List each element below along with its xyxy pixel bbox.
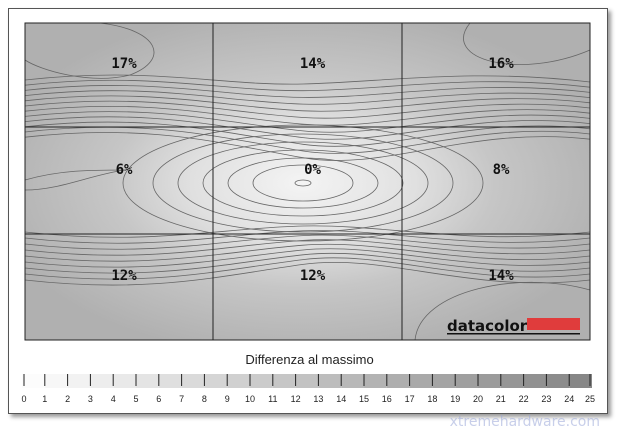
scale-tick-label: 8 [202,394,207,404]
scale-tick-label: 25 [585,394,595,404]
cell-value-label: 12% [111,268,137,284]
scale-tick-label: 3 [88,394,93,404]
scale-swatch [546,374,570,388]
scale-tick-label: 16 [382,394,392,404]
scale-swatch [523,374,547,388]
watermark: xtremehardware.com [450,414,600,430]
contour-line [252,164,354,202]
brand-text: datacolor [447,317,528,335]
scale-swatch [364,374,387,388]
contour-line [24,116,591,140]
scale-tick-label: 1 [42,394,47,404]
contour-line [24,261,591,286]
scale-swatch [432,374,456,388]
cell-value-label: 17% [111,56,137,72]
contour-line [122,124,484,242]
contour-line [24,132,591,161]
scale-tick-label: 13 [313,394,323,404]
scale-swatch [22,374,45,388]
contour-line [24,90,591,105]
contour-line [24,225,591,238]
scale-tick-label: 19 [450,394,460,404]
scale-tick-label: 12 [291,394,301,404]
color-scale: 0 1 2 3 4 5 6 7 8 9 10 11 12 13 14 15 16 17 18 19 20 21 22 23 24… [21,374,595,404]
contour-line [24,252,591,274]
scale-swatch [67,374,91,388]
contour-line [24,248,591,268]
contour-line [202,149,404,217]
contour-line [24,121,591,147]
scale-tick-label: 22 [519,394,529,404]
contour-line [24,85,591,98]
scale-tick-label: 23 [541,394,551,404]
contour-line [24,105,591,126]
scale-swatch [295,374,319,388]
scale-swatch [227,374,250,388]
cell-value-label: 14% [300,56,326,72]
scale-tick-label: 2 [65,394,70,404]
scale-swatch [500,374,524,388]
scale-title: Differenza al massimo [245,352,374,367]
scale-tick-label: 20 [473,394,483,404]
scale-swatch [455,374,478,388]
scale-tick-label: 15 [359,394,369,404]
scale-swatch [136,374,159,388]
scale-swatch [409,374,433,388]
scale-swatch [386,374,410,388]
contour-line [177,141,429,225]
cell-value-label: 8% [493,162,510,178]
scale-tick-label: 7 [179,394,184,404]
contours [24,22,591,341]
scale-swatch [318,374,342,388]
scale-swatch [90,374,114,388]
scale-tick-label: 0 [21,394,26,404]
scale-tick-label: 5 [133,394,138,404]
contour-line [294,179,312,187]
scale-swatch [272,374,296,388]
contour-line [24,100,591,119]
scale-swatch [204,374,228,388]
scale-tick-label: 17 [405,394,415,404]
scale-swatch [569,374,592,388]
contour-line [24,230,591,244]
plot-border [24,22,591,341]
contour-line [24,169,126,191]
scale-tick-label: 10 [245,394,255,404]
scale-tick-label: 9 [225,394,230,404]
contour-line [24,243,591,262]
scale-tick-label: 21 [496,394,506,404]
scale-swatch [478,374,501,388]
contour-line [463,22,591,65]
scale-swatch [158,374,182,388]
scale-swatch [250,374,273,388]
contour-line [24,22,155,79]
contour-line [24,257,591,280]
scale-tick-label: 11 [268,394,277,404]
scale-swatch [44,374,68,388]
scale-tick-label: 6 [156,394,161,404]
cell-value-label: 12% [300,268,326,284]
contour-line [414,281,591,341]
scale-swatch [113,374,136,388]
contour-line [24,234,591,250]
contour-line [24,111,591,133]
scale-swatch [341,374,364,388]
contour-line [24,126,591,154]
scale-swatch [181,374,205,388]
scale-tick-label: 14 [336,394,346,404]
cell-value-label: 0% [304,162,321,178]
datacolor-logo: datacolor [447,317,580,335]
scale-tick-label: 18 [427,394,437,404]
contour-line [24,239,591,256]
scale-tick-label: 4 [111,394,116,404]
contour-line [24,79,591,92]
contour-line [152,133,454,233]
cell-value-label: 16% [488,56,514,72]
cell-value-label: 14% [488,268,514,284]
scale-tick-label: 24 [564,394,574,404]
contour-line [24,95,591,112]
cell-value-label: 6% [116,162,133,178]
